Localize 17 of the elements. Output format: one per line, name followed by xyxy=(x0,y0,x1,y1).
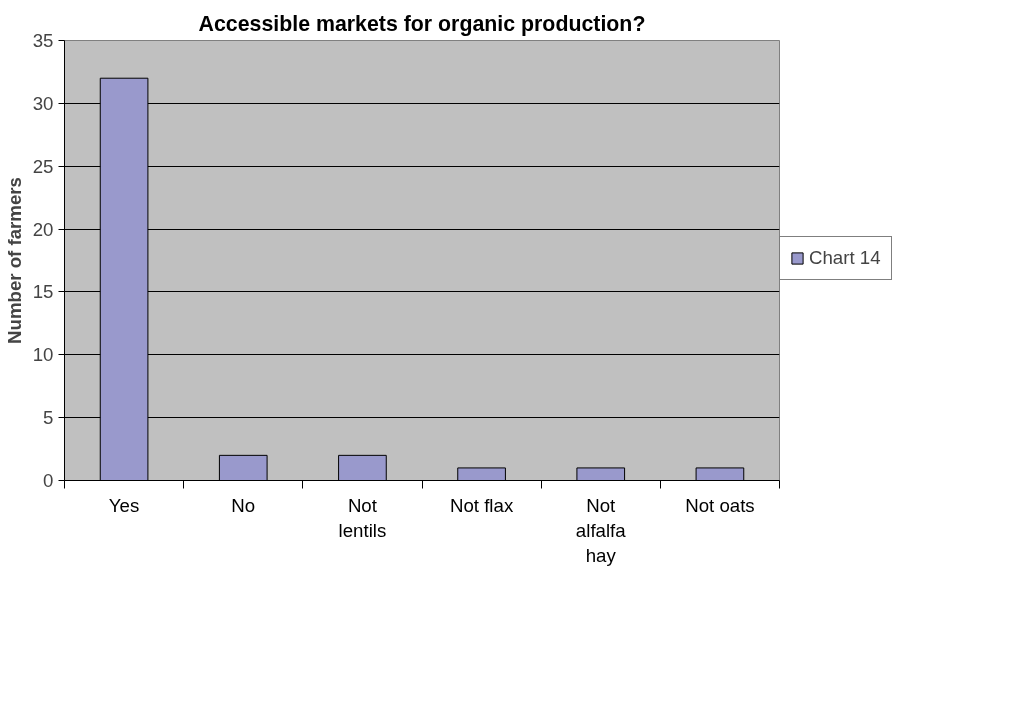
legend-label: Chart 14 xyxy=(809,247,881,269)
y-tick-label: 30 xyxy=(32,92,54,114)
y-tick-label: 0 xyxy=(43,470,54,491)
y-tick-label: 5 xyxy=(43,407,54,429)
y-tick-label: 20 xyxy=(32,218,54,240)
x-tick-label: Not oats xyxy=(685,494,755,516)
y-tick-label: 15 xyxy=(32,281,54,303)
chart-title: Accessible markets for organic production? xyxy=(198,11,646,36)
x-tick-label: No xyxy=(231,494,256,516)
y-axis-title: Number of farmers xyxy=(3,177,25,344)
y-tick-label: 10 xyxy=(32,344,54,366)
y-tick-label: 25 xyxy=(32,155,54,177)
y-tick-label: 35 xyxy=(32,30,54,51)
x-tick-label: Yes xyxy=(108,494,140,516)
x-tick-label: Not lentils xyxy=(338,494,387,541)
x-tick-label: Not alfalfa hay xyxy=(575,494,627,566)
x-tick-label: Not flax xyxy=(449,494,514,516)
